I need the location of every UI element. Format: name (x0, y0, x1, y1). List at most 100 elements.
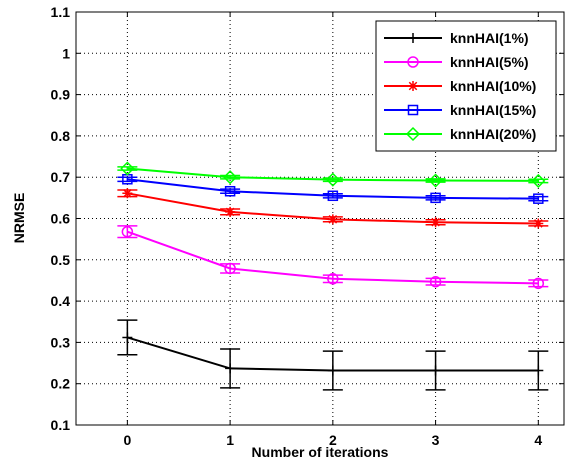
legend-item: knnHAI(10%) (384, 78, 536, 94)
circle-marker-shape (429, 275, 442, 288)
diamond-marker-shape (405, 126, 421, 142)
plus-marker-shape (533, 365, 544, 376)
plus-marker-shape (122, 332, 133, 343)
square-marker-shape (224, 185, 236, 197)
diamond-marker-shape (428, 173, 443, 188)
y-tick-label: 0.4 (51, 293, 71, 309)
error-bar (117, 176, 138, 183)
y-axis-label: NRMSE (11, 193, 27, 244)
y-tick-label: 0.5 (51, 252, 71, 268)
y-tick-label: 1 (62, 45, 70, 61)
axis-ticks: 0.1 0.2 0.3 0.4 0.5 0.6 0.7 0.8 0.9 1 1.1 0 1 2 3 4 (51, 4, 564, 448)
asterisk-marker (408, 81, 418, 91)
square-marker-shape (533, 193, 544, 204)
series-1 (117, 225, 549, 290)
legend: knnHAI(1%) knnHAI(5%) knnHAI(10%) knnHAI(15… (375, 20, 557, 152)
y-tick-label: 0.9 (51, 87, 71, 103)
circle-marker (327, 273, 339, 285)
series-layer (117, 161, 549, 391)
y-tick-label: 0.8 (51, 128, 71, 144)
asterisk-marker-shape (122, 188, 133, 199)
error-bar (117, 166, 138, 171)
plus-marker (430, 365, 441, 376)
square-marker-shape (407, 104, 419, 116)
square-marker (430, 192, 441, 204)
error-bar (425, 277, 446, 286)
square-marker (407, 104, 419, 116)
legend-label: knnHAI(15%) (450, 102, 536, 118)
series-0 (117, 319, 549, 391)
x-tick-label: 3 (432, 432, 440, 448)
asterisk-marker (225, 206, 236, 217)
series-4 (117, 161, 549, 188)
asterisk-marker-shape (533, 218, 544, 229)
legend-label: knnHAI(5%) (450, 54, 529, 70)
legend-item: knnHAI(15%) (384, 102, 536, 118)
square-marker (224, 185, 236, 197)
plus-marker-shape (430, 365, 441, 376)
circle-marker (224, 262, 236, 275)
series-2 (117, 188, 549, 229)
asterisk-marker (122, 188, 133, 199)
diamond-marker (531, 173, 546, 188)
error-bar (322, 274, 343, 284)
circle-marker-shape (224, 262, 236, 275)
square-marker (327, 190, 339, 202)
x-tick-label: 0 (123, 432, 131, 448)
x-tick-label: 1 (226, 432, 234, 448)
legend-item: knnHAI(5%) (384, 54, 529, 70)
legend-label: knnHAI(1%) (450, 30, 529, 46)
y-tick-label: 0.3 (51, 334, 71, 350)
legend-item: knnHAI(1%) (384, 30, 529, 46)
error-bar (528, 279, 549, 288)
square-marker-shape (327, 190, 339, 202)
square-marker-shape (430, 192, 441, 204)
asterisk-marker (327, 214, 338, 225)
plus-marker (533, 365, 544, 376)
asterisk-marker-shape (408, 81, 418, 91)
plus-marker (225, 363, 236, 374)
error-bar (322, 177, 343, 183)
error-bar (220, 174, 241, 180)
plus-marker (408, 33, 418, 43)
circle-marker (429, 275, 442, 288)
legend-item: knnHAI(20%) (384, 126, 536, 142)
error-bar (322, 192, 343, 199)
plus-marker-shape (327, 365, 338, 376)
series-3 (117, 174, 549, 204)
legend-label: knnHAI(20%) (450, 126, 536, 142)
plus-marker-shape (408, 33, 418, 43)
error-bar (528, 195, 549, 202)
y-tick-label: 0.2 (51, 376, 71, 392)
legend-label: knnHAI(10%) (450, 78, 536, 94)
y-tick-label: 0.7 (51, 169, 71, 185)
circle-marker (532, 277, 545, 290)
x-tick-label: 2 (329, 432, 337, 448)
circle-marker-shape (532, 277, 545, 290)
diamond-marker (428, 173, 443, 188)
circle-marker-shape (407, 56, 419, 68)
diamond-marker-shape (223, 170, 238, 185)
asterisk-marker-shape (225, 206, 236, 217)
plus-marker (122, 332, 133, 343)
circle-marker (121, 225, 134, 238)
y-tick-label: 0.6 (51, 211, 71, 227)
asterisk-marker-shape (430, 217, 441, 228)
plus-marker-shape (225, 363, 236, 374)
x-axis-label: Number of iterations (252, 444, 389, 460)
error-bar (220, 188, 241, 195)
diamond-marker-shape (120, 161, 135, 176)
asterisk-marker-shape (327, 214, 338, 225)
error-bar (425, 195, 446, 201)
circle-marker (407, 56, 419, 68)
y-tick-label: 1.1 (51, 4, 71, 20)
square-marker (533, 193, 544, 204)
diamond-marker (223, 170, 238, 185)
error-bar (528, 178, 549, 184)
y-tick-label: 0.1 (51, 417, 71, 433)
circle-marker-shape (327, 273, 339, 285)
circle-marker-shape (121, 225, 134, 238)
plus-marker (327, 365, 338, 376)
diamond-marker (405, 126, 421, 142)
